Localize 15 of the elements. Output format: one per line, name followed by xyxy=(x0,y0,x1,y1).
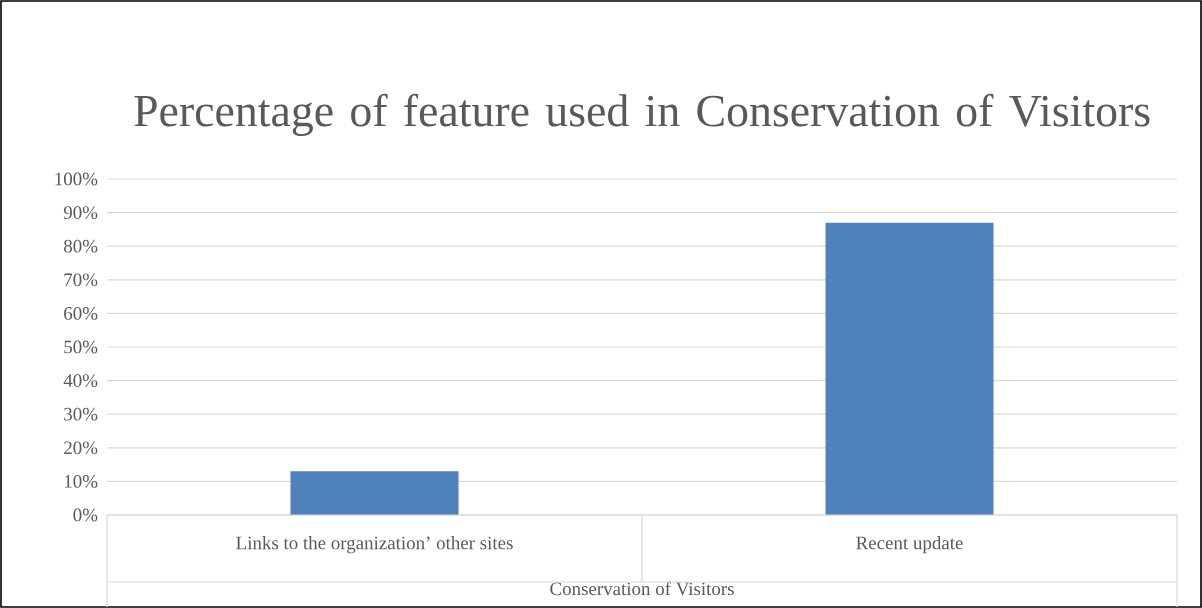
y-tick-label: 0% xyxy=(73,508,98,522)
y-tick-label: 40% xyxy=(63,374,98,388)
y-tick-label: 90% xyxy=(63,206,98,220)
x-axis-title: Conservation of Visitors xyxy=(550,581,734,596)
x-tick-label: Links to the organization’ other sites xyxy=(236,536,513,554)
y-tick-label: 80% xyxy=(63,239,98,253)
y-tick-label: 10% xyxy=(64,474,98,488)
x-tick-label: Recent update xyxy=(856,536,963,554)
y-tick-label: 100% xyxy=(55,172,98,186)
y-tick-label: 20% xyxy=(64,441,98,455)
y-tick-label: 50% xyxy=(64,340,98,354)
chart-title: Percentage of feature used in Conservation of Visitors xyxy=(134,93,1150,137)
y-tick-label: 30% xyxy=(64,407,98,421)
y-tick-label: 60% xyxy=(64,306,98,320)
y-tick-label: 70% xyxy=(64,273,98,287)
